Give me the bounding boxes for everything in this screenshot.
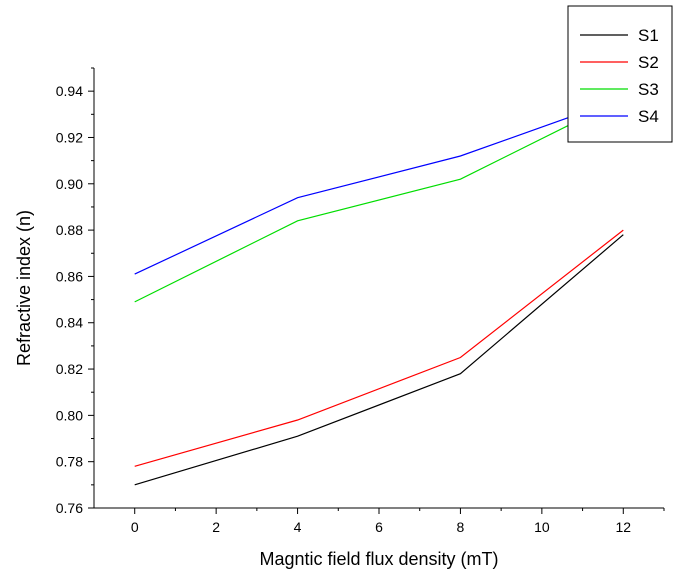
y-tick-label: 0.88 (56, 222, 83, 238)
series-line-s3 (134, 97, 624, 303)
ticks: 0 2 4 6 8 10 12 0.76 0.78 0.80 0.82 0.84 0.86 0.88 0.9… (56, 67, 665, 535)
plot-lines (134, 97, 624, 486)
legend-label-s1: S1 (638, 26, 659, 45)
y-tick-label: 0.82 (56, 361, 83, 377)
x-tick-label: 2 (212, 519, 220, 535)
x-tick-label: 10 (534, 519, 550, 535)
legend-label-s4: S4 (638, 107, 659, 126)
x-tick-label: 12 (615, 519, 631, 535)
y-tick-label: 0.90 (56, 176, 83, 192)
legend: S1 S2 S3 S4 (567, 5, 673, 143)
y-tick-label: 0.86 (56, 268, 83, 284)
x-tick-label: 4 (294, 519, 302, 535)
y-tick-label: 0.80 (56, 407, 83, 423)
x-tick-label: 8 (457, 519, 465, 535)
legend-label-s2: S2 (638, 53, 659, 72)
x-axis-title: Magntic field flux density (mT) (259, 549, 498, 569)
y-tick-label: 0.84 (56, 315, 83, 331)
y-tick-label: 0.78 (56, 454, 83, 470)
legend-box (567, 5, 673, 143)
series-line-s1 (134, 234, 624, 486)
y-tick-label: 0.94 (56, 83, 83, 99)
y-tick-label: 0.92 (56, 129, 83, 145)
legend-label-s3: S3 (638, 80, 659, 99)
x-tick-label: 6 (375, 519, 383, 535)
y-tick-label: 0.76 (56, 500, 83, 516)
series-line-s4 (134, 97, 624, 275)
y-axis-title: Refractive index (n) (14, 210, 34, 366)
series-line-s2 (134, 229, 624, 467)
x-tick-label: 0 (131, 519, 139, 535)
